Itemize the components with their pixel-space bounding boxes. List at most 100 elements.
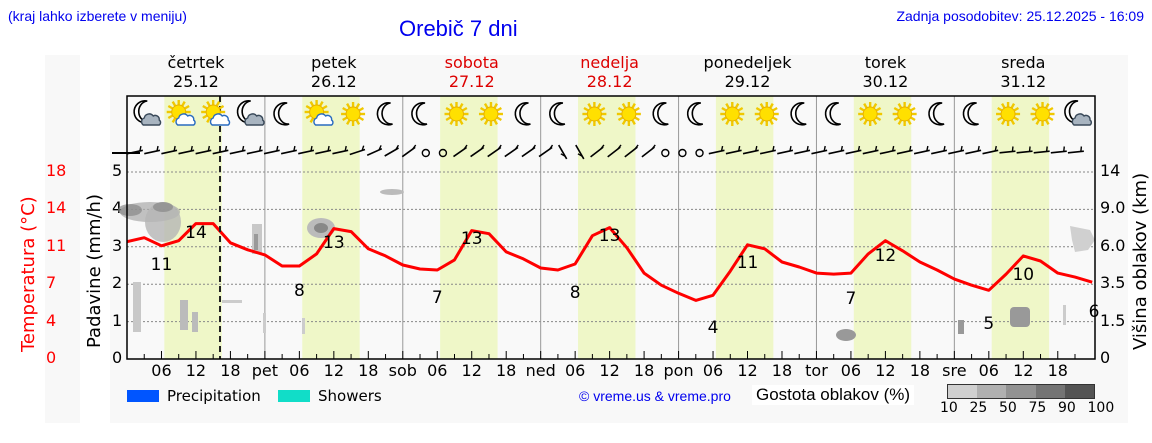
moon-icon — [514, 102, 531, 126]
x-tick-12: 12 — [1013, 361, 1034, 380]
day-header-28.12: nedelja 28.12 — [545, 53, 675, 91]
precip-tick: 3 — [112, 235, 123, 255]
day-date: 31.12 — [1000, 72, 1047, 91]
moon-cloud-icon — [236, 100, 265, 126]
day-name: ponedeljek — [703, 53, 792, 72]
precip-tick: 1 — [112, 310, 123, 330]
svg-text:4: 4 — [708, 318, 719, 338]
day-date: 27.12 — [448, 72, 495, 91]
legend-showers-label: Showers — [318, 387, 382, 405]
svg-text:6: 6 — [1089, 302, 1100, 322]
svg-text:13: 13 — [599, 226, 621, 246]
day-name: četrtek — [167, 53, 225, 72]
svg-text:8: 8 — [570, 283, 581, 303]
day-header-25.12: četrtek 25.12 — [131, 53, 261, 91]
x-tick-pet: pet — [251, 361, 279, 380]
precip-tick: 0 — [112, 348, 123, 367]
temp-tick: 18 — [46, 161, 67, 180]
x-tick-06: 06 — [564, 361, 586, 380]
x-tick-18: 18 — [771, 361, 793, 380]
day-header-26.12: petek 26.12 — [269, 53, 399, 91]
temp-tick: 7 — [46, 273, 57, 293]
temp-tick: 14 — [46, 198, 67, 218]
sun-icon — [616, 102, 641, 126]
svg-text:10: 10 — [1012, 265, 1034, 285]
sun-icon — [720, 102, 745, 126]
temperature-extrema-labels: 11 8 7 8 4 7 5 14 13 13 13 11 12 10 6 — [151, 223, 1100, 338]
sun-icon — [341, 102, 366, 126]
wind-barbs — [112, 144, 1084, 160]
day-name: petek — [311, 53, 357, 72]
temp-tick: 11 — [46, 235, 67, 255]
day-date: 28.12 — [586, 72, 633, 91]
x-tick-marks — [143, 351, 1076, 359]
day-date: 26.12 — [310, 72, 357, 91]
sun-cloud-icon — [166, 100, 196, 126]
temp-tick: 0 — [46, 348, 57, 367]
location-hint[interactable]: (kraj lahko izberete v meniju) — [8, 8, 187, 24]
cloud-density-shading — [118, 189, 1095, 341]
cloud-height-tick: 0 — [1100, 348, 1111, 367]
x-tick-12: 12 — [323, 361, 344, 380]
cloud-height-tick: 3.5 — [1100, 273, 1126, 293]
sun-icon — [754, 102, 779, 126]
cloud-height-tick: 6.0 — [1100, 235, 1126, 255]
precip-tick: 5 — [112, 161, 123, 180]
x-tick-12: 12 — [737, 361, 758, 380]
moon-icon — [790, 102, 807, 126]
cloud-density-tick: 75 — [1028, 400, 1047, 416]
legend-precipitation-label: Precipitation — [167, 387, 261, 405]
svg-text:7: 7 — [432, 288, 443, 308]
x-tick-12: 12 — [461, 361, 482, 380]
cloud-height-tick: 1.5 — [1100, 310, 1126, 330]
sun-cloud-icon — [304, 100, 334, 126]
moon-icon — [686, 102, 704, 126]
cloud-density-tick: 90 — [1058, 400, 1076, 416]
x-tick-18: 18 — [496, 361, 517, 380]
legend-precipitation-swatch — [127, 390, 159, 402]
sun-icon — [478, 102, 503, 126]
x-tick-pon: pon — [663, 361, 694, 380]
moon-cloud-icon — [133, 100, 162, 126]
x-tick-18: 18 — [633, 361, 655, 380]
x-tick-tor: tor — [805, 361, 828, 380]
sun-icon — [444, 102, 469, 126]
moon-icon — [652, 102, 669, 126]
plot-frame — [126, 95, 1096, 360]
svg-text:11: 11 — [737, 253, 759, 273]
day-header-31.12: sreda 31.12 — [958, 53, 1088, 91]
precip-tick: 4 — [112, 198, 123, 218]
temperature-line — [126, 222, 1093, 302]
x-tick-sre: sre — [942, 361, 967, 380]
sun-icon — [582, 102, 607, 126]
x-tick-06: 06 — [151, 361, 172, 380]
moon-icon — [962, 102, 979, 126]
grid-lines — [127, 96, 1095, 359]
copyright-link[interactable]: © vreme.us & vreme.pro — [579, 388, 731, 404]
svg-text:11: 11 — [151, 255, 173, 275]
x-tick-12: 12 — [185, 361, 207, 380]
day-name: torek — [864, 53, 907, 72]
cloud-density-tick: 100 — [1087, 400, 1115, 416]
x-tick-12: 12 — [875, 361, 896, 380]
sun-icon — [858, 102, 883, 126]
moon-icon — [376, 102, 393, 126]
page-title: Orebič 7 dni — [399, 16, 518, 41]
svg-text:13: 13 — [461, 229, 483, 249]
x-tick-sob: sob — [388, 361, 417, 380]
temp-tick: 4 — [46, 310, 57, 330]
legend-showers-swatch — [278, 390, 310, 402]
x-tick-18: 18 — [220, 361, 241, 380]
svg-text:7: 7 — [846, 289, 857, 309]
x-tick-06: 06 — [978, 361, 999, 380]
moon-icon — [273, 102, 290, 126]
x-tick-18: 18 — [358, 361, 379, 380]
x-tick-06: 06 — [840, 361, 862, 380]
sun-icon — [996, 102, 1021, 126]
cloud-density-tick: 50 — [999, 400, 1017, 416]
temperature-axis-panel — [45, 55, 80, 423]
day-name: sobota — [444, 53, 499, 72]
moon-icon — [411, 102, 428, 126]
day-date: 25.12 — [173, 72, 219, 91]
